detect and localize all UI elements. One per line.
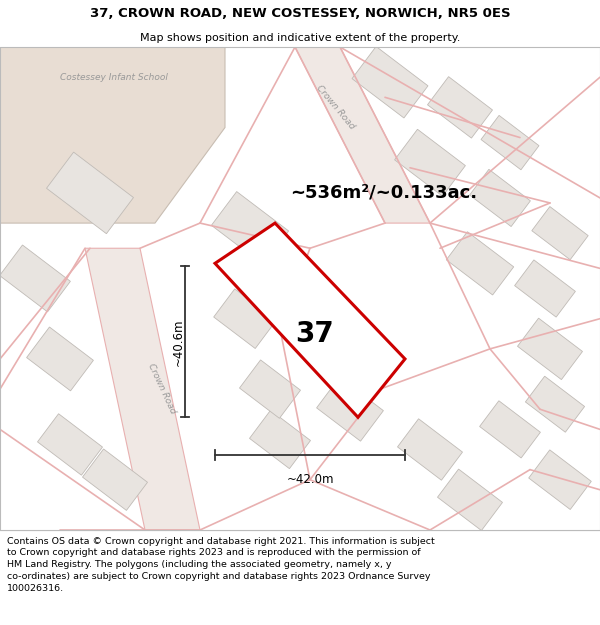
- Polygon shape: [85, 248, 200, 530]
- Polygon shape: [428, 77, 493, 138]
- Polygon shape: [515, 260, 575, 317]
- Polygon shape: [83, 449, 148, 511]
- Polygon shape: [395, 129, 466, 196]
- Text: ~42.0m: ~42.0m: [286, 472, 334, 486]
- Polygon shape: [0, 245, 70, 312]
- Text: 37, CROWN ROAD, NEW COSTESSEY, NORWICH, NR5 0ES: 37, CROWN ROAD, NEW COSTESSEY, NORWICH, …: [89, 7, 511, 19]
- Polygon shape: [526, 376, 584, 432]
- Polygon shape: [398, 419, 463, 480]
- Polygon shape: [214, 289, 276, 349]
- Text: Map shows position and indicative extent of the property.: Map shows position and indicative extent…: [140, 32, 460, 43]
- Polygon shape: [211, 192, 289, 264]
- Text: Crown Road: Crown Road: [146, 362, 178, 416]
- Polygon shape: [529, 450, 591, 509]
- Text: Contains OS data © Crown copyright and database right 2021. This information is : Contains OS data © Crown copyright and d…: [7, 537, 435, 593]
- Polygon shape: [286, 271, 355, 336]
- Polygon shape: [479, 401, 541, 458]
- Polygon shape: [532, 207, 588, 260]
- Text: ~40.6m: ~40.6m: [172, 318, 185, 366]
- Text: Crown Road: Crown Road: [314, 84, 356, 131]
- Polygon shape: [437, 469, 502, 531]
- Polygon shape: [239, 360, 301, 418]
- Polygon shape: [295, 47, 430, 223]
- Polygon shape: [38, 414, 103, 475]
- Polygon shape: [250, 410, 310, 469]
- Polygon shape: [47, 152, 133, 234]
- Polygon shape: [317, 378, 383, 441]
- Polygon shape: [518, 318, 583, 379]
- Polygon shape: [470, 169, 530, 226]
- Text: ~536m²/~0.133ac.: ~536m²/~0.133ac.: [290, 184, 477, 202]
- Polygon shape: [215, 223, 405, 418]
- Text: Costessey Infant School: Costessey Infant School: [60, 72, 168, 82]
- Polygon shape: [0, 47, 225, 223]
- Polygon shape: [352, 46, 428, 118]
- Text: 37: 37: [296, 320, 334, 348]
- Polygon shape: [481, 116, 539, 170]
- Polygon shape: [26, 327, 94, 391]
- Polygon shape: [446, 232, 514, 295]
